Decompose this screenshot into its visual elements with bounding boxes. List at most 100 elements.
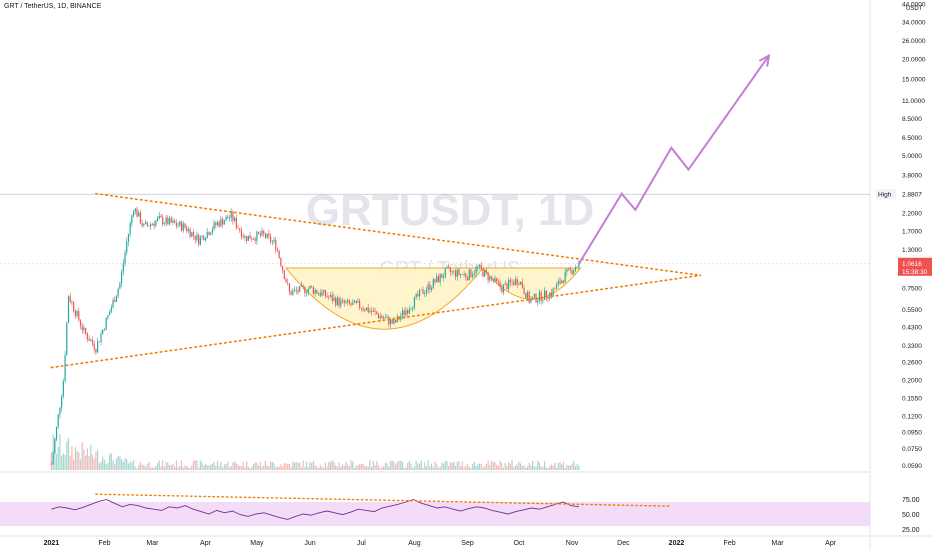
candle-body [484, 270, 486, 277]
volume-bar [73, 459, 75, 470]
watermark-ticker: GRTUSDT, 1D [306, 186, 594, 235]
volume-bar [167, 462, 169, 470]
candle-body [150, 224, 152, 227]
candle-body [74, 310, 76, 316]
volume-bar [86, 448, 88, 470]
candle-body [353, 300, 356, 303]
volume-bar [249, 467, 251, 470]
volume-bar [578, 466, 580, 470]
candle-body [225, 216, 227, 221]
volume-bar [199, 460, 201, 470]
candle-body [518, 284, 520, 285]
volume-bar [569, 465, 571, 470]
volume-bar [427, 460, 429, 470]
price-tick-label: 15.0000 [902, 77, 926, 84]
volume-bar [343, 465, 345, 470]
candle-body [269, 236, 272, 243]
volume-bar [146, 463, 148, 470]
candle-body [311, 285, 313, 288]
candle-body [201, 235, 203, 237]
candle-body [127, 233, 130, 242]
volume-bar [139, 462, 142, 470]
volume-bar [276, 466, 279, 470]
candle-body [268, 233, 270, 237]
price-tick-label: 34.0000 [902, 19, 926, 26]
support-trendline [50, 274, 702, 369]
last-price-value: 1.0616 [902, 261, 922, 268]
volume-bar [561, 464, 563, 470]
volume-bar [362, 463, 364, 470]
volume-bar [406, 462, 409, 470]
volume-bar [319, 464, 321, 470]
volume-bar [547, 467, 549, 470]
volume-bar [218, 466, 220, 470]
time-tick-label: Feb [98, 540, 110, 547]
volume-bar [533, 466, 535, 470]
candle-body [93, 343, 95, 349]
candle-body [473, 273, 475, 275]
volume-bar [555, 467, 558, 470]
volume-bar [174, 466, 176, 470]
volume-bar [223, 464, 225, 470]
volume-bar [105, 464, 107, 470]
time-tick-label: 2021 [44, 540, 60, 547]
candle-body [448, 267, 450, 268]
volume-bar [403, 467, 405, 470]
volume-bar [516, 464, 518, 470]
volume-bar [203, 465, 205, 470]
candle-body [228, 217, 231, 219]
candle-body [263, 230, 265, 234]
candle-body [220, 218, 222, 227]
volume-bar [144, 466, 147, 470]
candle-body [466, 277, 469, 281]
volume-bar [460, 466, 462, 470]
candle-body [191, 232, 193, 237]
candle-body [317, 293, 320, 294]
candle-body [439, 274, 441, 283]
candle-body [174, 220, 176, 223]
volume-bar [359, 464, 361, 470]
volume-bar [285, 463, 287, 470]
volume-bar [502, 467, 505, 470]
volume-bar [59, 433, 61, 470]
volume-bar [348, 466, 350, 470]
candle-body [501, 287, 503, 293]
candle-body [489, 276, 491, 281]
price-tick-label: 11.0000 [902, 98, 925, 105]
candle-body [537, 300, 539, 303]
candle-body [374, 310, 376, 312]
volume-bar [309, 461, 311, 470]
volume-bar [196, 460, 198, 470]
candle-body [408, 309, 410, 314]
price-tick-label: 3.8000 [902, 172, 922, 179]
volume-bar [418, 463, 421, 470]
volume-bar [442, 463, 445, 470]
candle-body [129, 223, 131, 234]
price-tick-label: 5.0000 [902, 153, 922, 160]
candle-body [244, 236, 246, 238]
volume-bar [182, 467, 184, 470]
candle-body [499, 282, 501, 288]
price-tick-label: 1.7000 [902, 228, 922, 235]
candle-body [415, 294, 417, 297]
volume-bar [341, 464, 344, 470]
volume-bar [210, 464, 212, 470]
candle-body [110, 307, 112, 312]
candle-body [261, 230, 263, 236]
time-tick-label: Feb [724, 540, 736, 547]
volume-bar [554, 462, 556, 470]
volume-bar [103, 459, 106, 470]
candle-body [542, 299, 544, 302]
candle-body [175, 222, 177, 226]
volume-bar [417, 463, 419, 470]
volume-bar [472, 463, 474, 470]
candle-body [549, 292, 551, 299]
volume-bar [74, 446, 76, 470]
candle-body [52, 452, 54, 465]
volume-bar [138, 464, 140, 470]
candle-body [312, 287, 315, 294]
volume-bar [345, 461, 347, 470]
volume-bar [62, 453, 64, 470]
